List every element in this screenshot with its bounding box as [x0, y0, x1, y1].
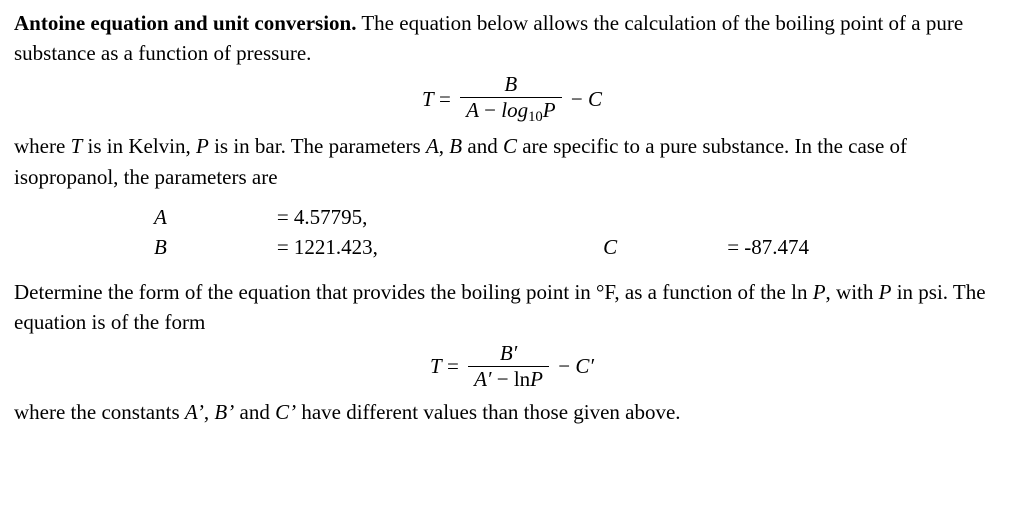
eq1-fraction: B A − log10P: [460, 73, 562, 125]
param-C: C = -87.474: [603, 232, 919, 262]
param-B: B = 1221.423,: [154, 232, 488, 262]
eq2-numerator: B′: [468, 342, 549, 367]
eq2-T: T: [430, 354, 442, 378]
eq1-T: T: [422, 87, 434, 111]
eq1-denominator: A − log10P: [460, 98, 562, 125]
eq2-C: C′: [575, 354, 594, 378]
intro-paragraph: Antoine equation and unit conversion. Th…: [14, 8, 1010, 69]
eq2-denominator: A′ − lnP: [468, 367, 549, 391]
parameters-row: A = 4.57795, B = 1221.423, C = -87.474: [14, 202, 1010, 263]
eq1-C: C: [588, 87, 602, 111]
task-paragraph: Determine the form of the equation that …: [14, 277, 1010, 338]
equation-1: T = B A − log10P − C: [14, 73, 1010, 125]
param-A: A = 4.57795,: [154, 202, 477, 232]
eq2-equals: =: [442, 354, 459, 378]
title: Antoine equation and unit conversion.: [14, 11, 356, 35]
problem-document: Antoine equation and unit conversion. Th…: [0, 0, 1024, 439]
eq2-fraction: B′ A′ − lnP: [468, 342, 549, 391]
equation-2: T = B′ A′ − lnP − C′: [14, 342, 1010, 391]
eq1-equals: =: [434, 87, 451, 111]
footer-paragraph: where the constants A’, B’ and C’ have d…: [14, 397, 1010, 427]
where-paragraph-1: where T is in Kelvin, P is in bar. The p…: [14, 131, 1010, 192]
eq1-numerator: B: [460, 73, 562, 98]
